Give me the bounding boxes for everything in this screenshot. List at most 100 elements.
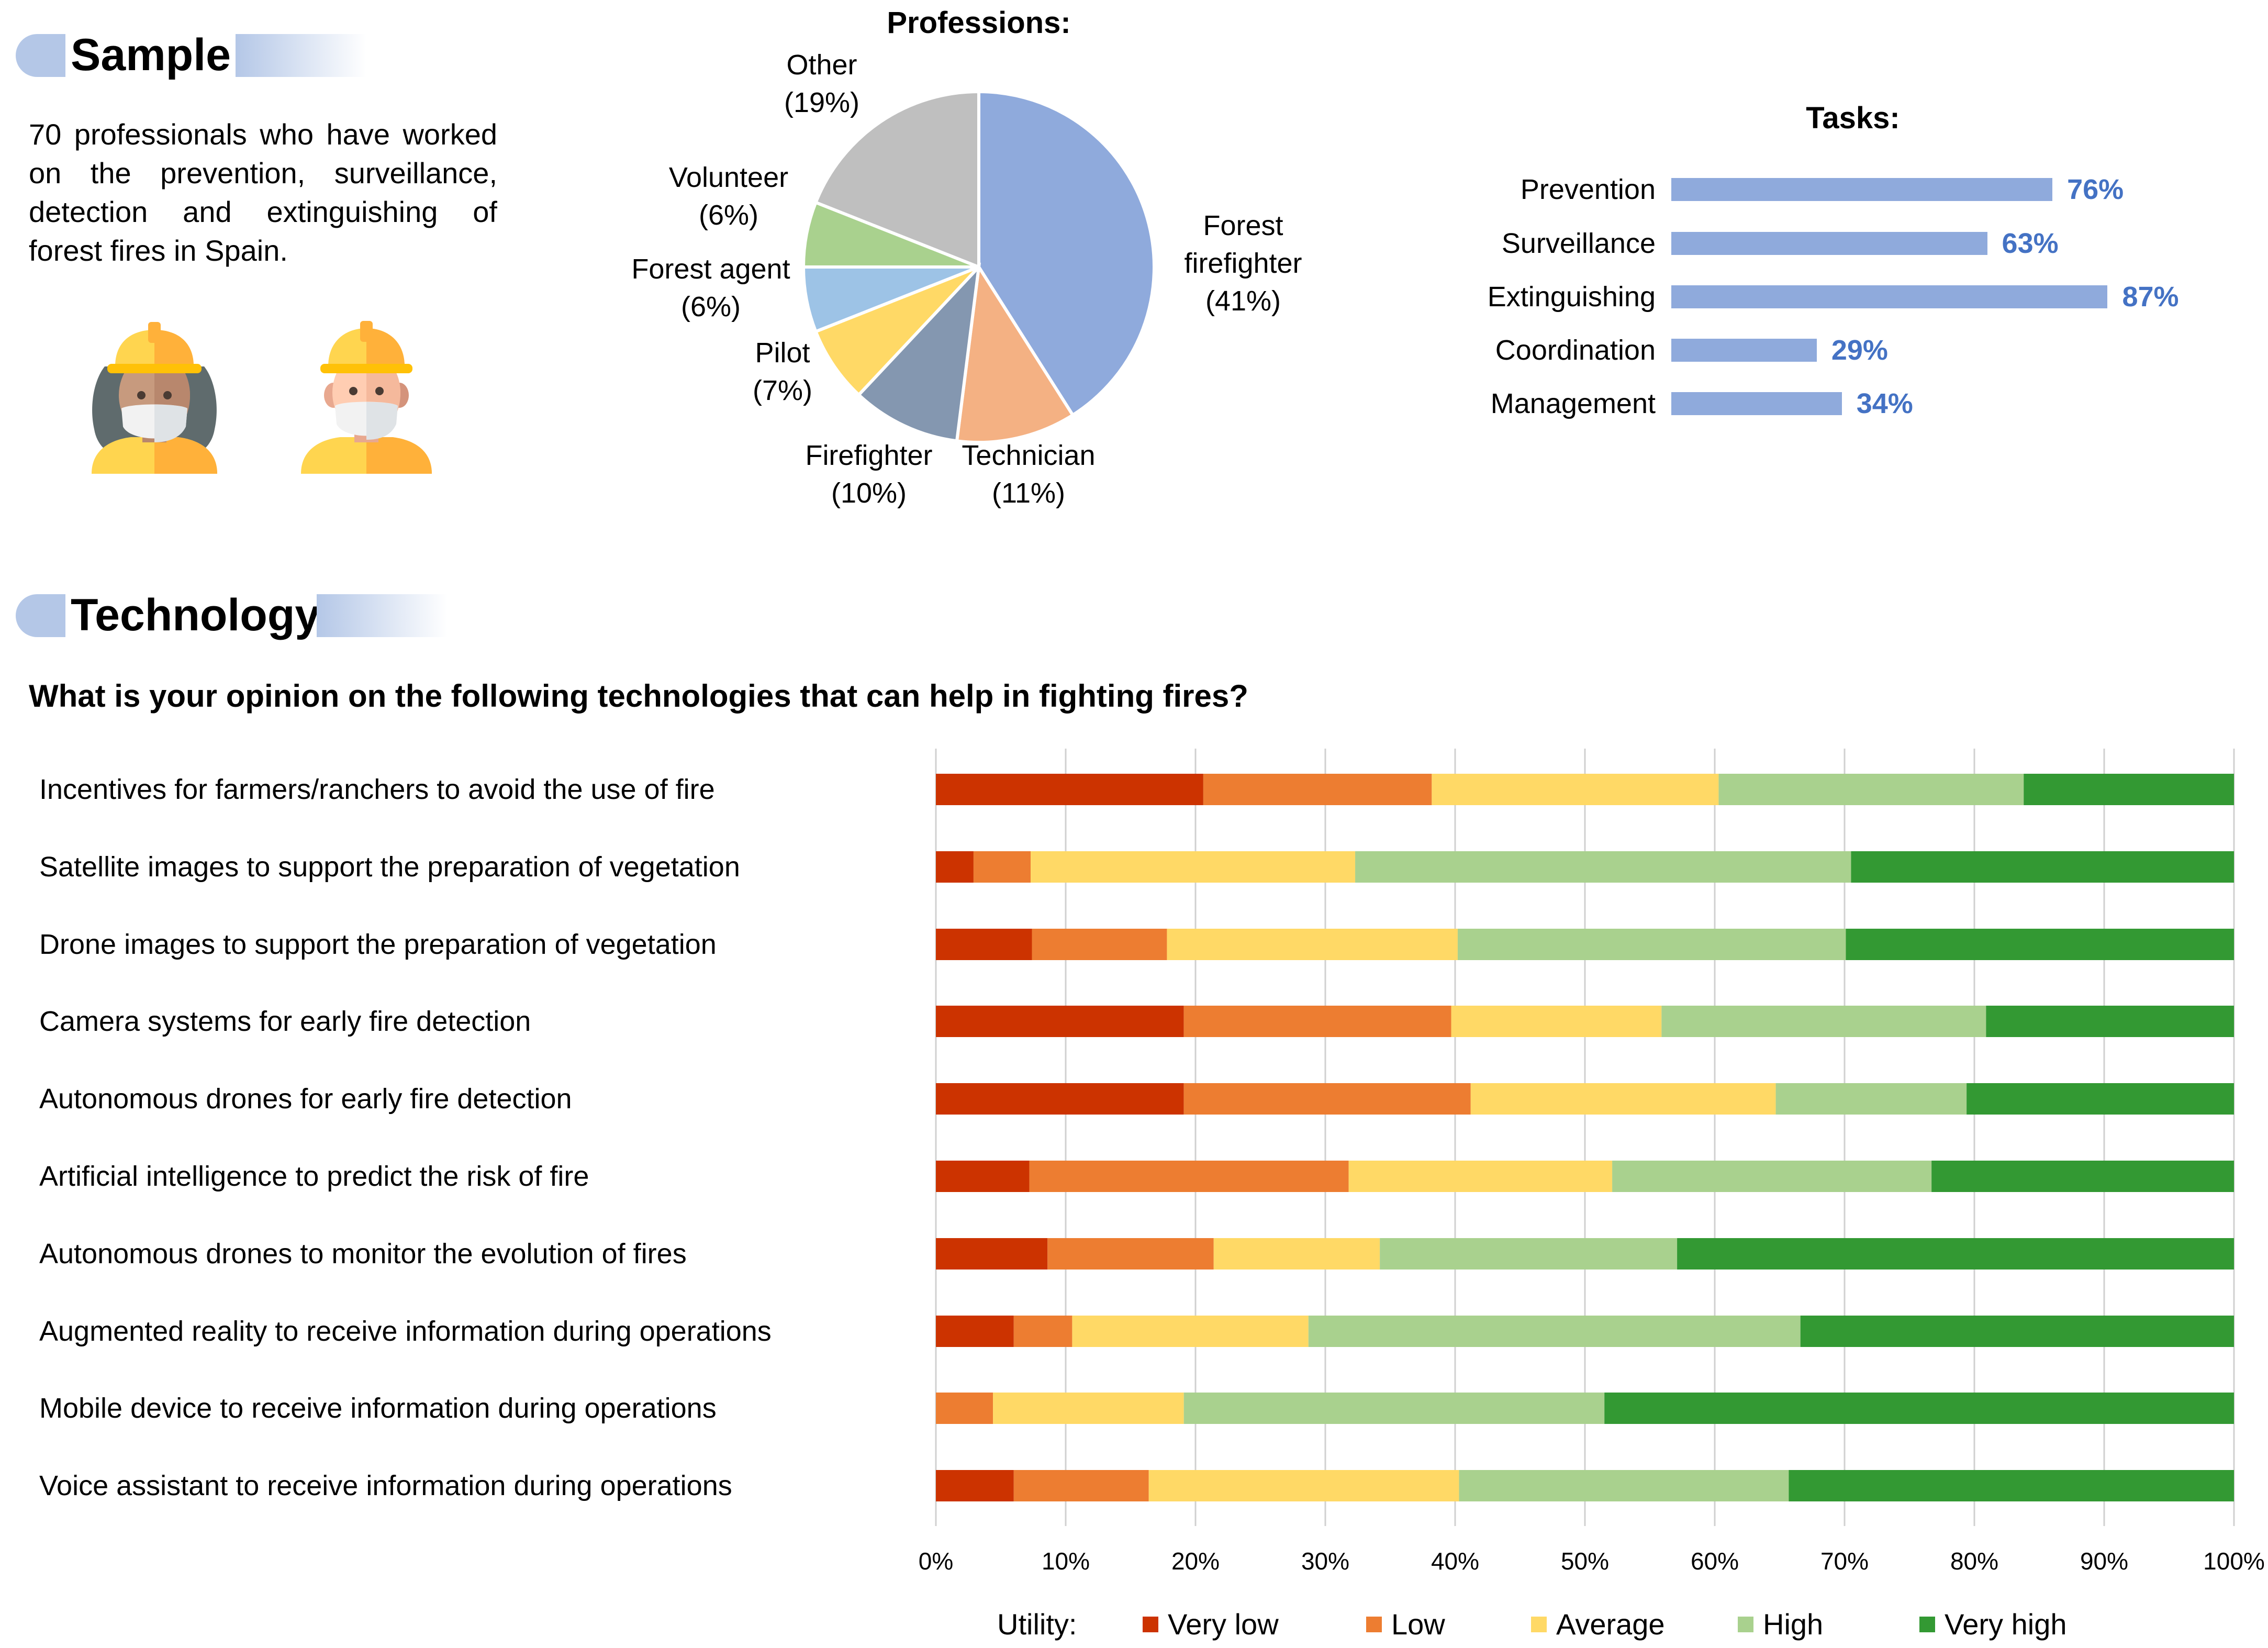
pie-slice-technician (955, 262, 1075, 444)
pie-label-firefighter: Firefighter (10%) (805, 437, 932, 512)
bar-segment-low (973, 851, 1031, 883)
pie-label-other-pct: (19%) (784, 87, 860, 118)
legend-label: Very low (1168, 1608, 1279, 1641)
bar-segment-very-low (936, 929, 1032, 960)
bar-segment-average (1432, 774, 1719, 805)
male-firefighter-icon (301, 321, 432, 474)
bar-segment-low (1029, 1161, 1349, 1192)
task-value-extinguishing: 87% (2122, 281, 2179, 313)
legend-label: Low (1391, 1608, 1445, 1641)
bar-segment-average (1072, 1316, 1309, 1347)
pie-label-volunteer-pct: (6%) (698, 199, 758, 231)
sample-section-header: Sample (16, 29, 366, 80)
bar-segment-very-low (936, 1238, 1048, 1270)
bar-segment-low (1183, 1006, 1451, 1037)
pie-label-pilot-name: Pilot (755, 337, 810, 369)
x-tick-label: 90% (2080, 1547, 2128, 1575)
x-tick-label: 30% (1301, 1547, 1349, 1575)
pie-label-pilot-pct: (7%) (752, 375, 813, 406)
task-bar-surveillance (1671, 232, 1987, 255)
pie-label-firefighter-pct: (10%) (831, 477, 907, 509)
legend-label: Very high (1945, 1608, 2067, 1641)
bar-segment-high (1459, 1470, 1789, 1501)
category-label: Incentives for farmers/ranchers to avoid… (39, 774, 715, 805)
technology-title: Technology (71, 590, 320, 640)
bar-segment-high (1183, 1393, 1605, 1424)
bar-segment-low (1183, 1083, 1471, 1115)
task-bar-prevention (1671, 178, 2053, 201)
legend-swatch (1531, 1617, 1547, 1633)
pie-label-forest-agent: Forest agent (6%) (631, 250, 790, 326)
bar-segment-average (1031, 851, 1356, 883)
bar-segment-average (993, 1393, 1184, 1424)
x-tick-label: 50% (1561, 1547, 1609, 1575)
bar-segment-low (1032, 929, 1167, 960)
legend-swatch (1738, 1617, 1753, 1633)
category-label: Drone images to support the preparation … (39, 929, 717, 960)
legend-swatch (1143, 1617, 1158, 1633)
pie-label-other-name: Other (786, 49, 857, 81)
x-tick-label: 100% (2203, 1547, 2265, 1575)
bar-segment-average (1451, 1006, 1662, 1037)
bar-segment-average (1167, 929, 1458, 960)
bar-segment-high (1718, 774, 2024, 805)
pie-label-volunteer-name: Volunteer (668, 162, 789, 193)
bar-segment-very-high (2024, 774, 2234, 805)
pie-label-technician: Technician (11%) (962, 437, 1095, 512)
pie-slice-firefighter (856, 262, 981, 443)
task-value-surveillance: 63% (2002, 228, 2059, 259)
task-bar-management (1671, 392, 1842, 415)
professions-title: Professions: (887, 6, 1071, 40)
bar-segment-very-low (936, 1006, 1184, 1037)
pie-label-forest-firefighter-pct: (41%) (1205, 285, 1281, 317)
pie-label-technician-pct: (11%) (991, 477, 1066, 509)
bar-segment-very-high (1800, 1316, 2234, 1347)
bar-segment-low (1013, 1470, 1149, 1501)
legend-label: Average (1556, 1608, 1665, 1641)
x-tick-label: 60% (1691, 1547, 1739, 1575)
bar-segment-very-high (1851, 851, 2234, 883)
legend-item-high: High (1738, 1607, 1823, 1641)
x-tick-label: 0% (919, 1547, 953, 1575)
bar-segment-average (1213, 1238, 1380, 1270)
pie-slice-other (813, 90, 980, 270)
section-pill-decoration (16, 594, 65, 637)
sample-title: Sample (71, 30, 231, 80)
task-value-coordination: 29% (1831, 335, 1888, 366)
pie-label-forest-agent-pct: (6%) (680, 291, 741, 322)
bar-segment-very-high (1967, 1083, 2234, 1115)
section-gradient-decoration (317, 594, 448, 637)
legend-item-very-high: Very high (1919, 1607, 2067, 1641)
category-label: Voice assistant to receive information d… (39, 1470, 732, 1501)
category-label: Autonomous drones for early fire detecti… (39, 1083, 572, 1115)
bar-segment-very-high (1789, 1470, 2234, 1501)
x-tick-label: 20% (1171, 1547, 1220, 1575)
bar-segment-high (1380, 1238, 1678, 1270)
task-value-management: 34% (1856, 388, 1913, 419)
category-label: Augmented reality to receive information… (39, 1316, 772, 1347)
bar-segment-high (1775, 1083, 1967, 1115)
bar-segment-very-low (936, 1316, 1014, 1347)
category-label: Artificial intelligence to predict the r… (39, 1161, 589, 1192)
legend-item-very-low: Very low (1143, 1607, 1279, 1641)
task-label-surveillance: Surveillance (1501, 228, 1656, 259)
task-label-management: Management (1490, 388, 1656, 419)
bar-segment-very-high (1604, 1393, 2234, 1424)
legend-swatch (1366, 1617, 1382, 1633)
bar-segment-low (936, 1393, 993, 1424)
pie-label-forest-firefighter: Forest firefighter (41%) (1184, 207, 1302, 320)
bar-segment-average (1348, 1161, 1613, 1192)
task-bar-extinguishing (1671, 285, 2108, 308)
pie-label-forest-agent-name: Forest agent (631, 253, 790, 285)
bar-segment-very-low (936, 1470, 1014, 1501)
category-label: Camera systems for early fire detection (39, 1006, 531, 1037)
bar-segment-very-high (1931, 1161, 2234, 1192)
task-label-coordination: Coordination (1495, 335, 1656, 366)
bar-segment-very-low (936, 774, 1203, 805)
bar-segment-very-high (1677, 1238, 2234, 1270)
x-tick-label: 70% (1820, 1547, 1869, 1575)
female-firefighter-icon (92, 322, 217, 474)
technology-question: What is your opinion on the following te… (29, 678, 1248, 714)
sample-description: 70 professionals who have worked on the … (29, 118, 497, 267)
